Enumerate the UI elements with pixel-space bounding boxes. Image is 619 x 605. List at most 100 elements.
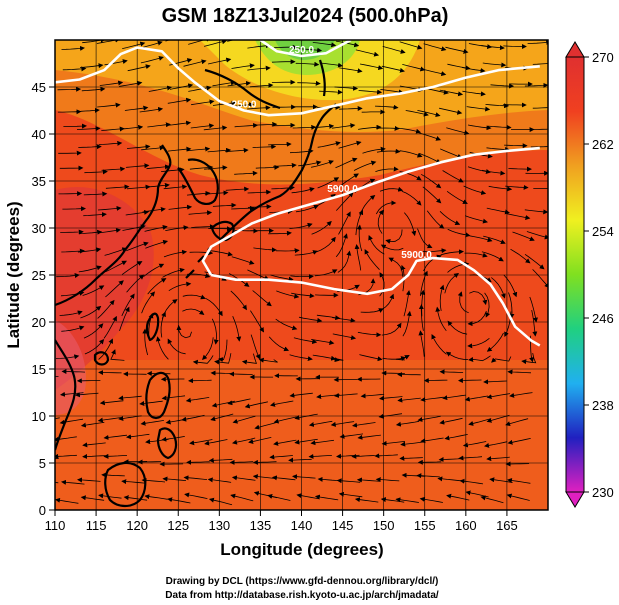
streamline — [292, 474, 316, 480]
streamline — [204, 165, 228, 171]
streamline — [364, 249, 380, 270]
streamline — [147, 278, 167, 295]
contour-label: 5900.0 — [327, 184, 358, 195]
y-tick-label: 15 — [32, 362, 46, 377]
streamline — [82, 442, 106, 448]
streamline — [423, 43, 447, 52]
streamline — [147, 122, 171, 128]
streamline — [426, 210, 445, 229]
streamline — [61, 479, 85, 485]
streamline — [336, 478, 361, 484]
streamline — [232, 316, 242, 342]
streamline — [249, 82, 274, 88]
streamline — [163, 249, 188, 258]
streamline — [506, 493, 530, 501]
streamline — [288, 457, 312, 463]
streamline — [61, 325, 85, 332]
streamline — [211, 318, 219, 345]
streamline — [78, 229, 103, 235]
streamline — [399, 455, 423, 461]
streamline — [359, 63, 384, 71]
streamline — [162, 476, 187, 482]
streamline — [105, 260, 127, 273]
streamline — [298, 47, 323, 53]
colorbar-tick-label: 262 — [592, 137, 614, 152]
streamline — [446, 190, 468, 204]
streamline — [62, 206, 86, 212]
streamline — [99, 400, 124, 406]
streamline — [295, 61, 320, 67]
streamline — [78, 144, 102, 150]
chart-title: GSM 18Z13Jul2024 (500.0hPa) — [162, 5, 449, 27]
streamline — [458, 455, 483, 461]
streamline — [354, 244, 362, 271]
streamline — [167, 120, 192, 126]
streamline — [397, 127, 422, 134]
streamline — [374, 453, 398, 459]
streamline — [55, 354, 80, 360]
streamline — [231, 63, 255, 69]
streamline — [165, 225, 189, 231]
x-tick-label: 150 — [373, 518, 395, 533]
streamline — [462, 90, 486, 97]
streamline — [507, 369, 532, 375]
streamline — [63, 123, 87, 129]
streamline — [308, 453, 332, 459]
streamline — [103, 453, 128, 459]
streamline — [97, 227, 121, 234]
streamline — [422, 186, 442, 204]
y-tick-label: 10 — [32, 409, 46, 424]
streamline — [119, 80, 143, 87]
streamline — [250, 310, 265, 333]
streamline — [481, 251, 504, 262]
streamline — [484, 292, 491, 318]
streamline — [417, 110, 441, 118]
streamline — [82, 285, 105, 296]
streamline — [146, 164, 170, 170]
x-tick-label: 160 — [455, 518, 477, 533]
streamline — [253, 247, 277, 253]
streamline — [486, 207, 510, 215]
colorbar-tick-label: 270 — [592, 50, 614, 65]
streamline — [161, 299, 178, 319]
streamline — [375, 200, 397, 215]
coastline-taiwan — [145, 312, 160, 342]
streamline — [298, 316, 323, 323]
streamline — [207, 477, 232, 483]
streamline — [82, 454, 106, 460]
streamline — [311, 220, 332, 235]
coastline-russia — [204, 68, 281, 110]
streamline — [381, 370, 405, 376]
streamline — [32, 493, 54, 497]
y-tick-label: 5 — [39, 456, 46, 471]
streamline — [419, 270, 428, 297]
streamline — [119, 124, 144, 130]
streamline — [457, 291, 469, 314]
streamline — [142, 328, 148, 356]
streamline — [59, 310, 83, 316]
streamline — [203, 40, 228, 47]
streamline — [381, 65, 405, 73]
streamline — [268, 336, 290, 352]
x-tick-label: 140 — [291, 518, 313, 533]
coastline-indochina — [55, 339, 77, 451]
streamline — [418, 330, 425, 357]
streamline — [79, 63, 104, 69]
streamline — [225, 186, 250, 192]
streamline — [486, 456, 510, 462]
streamline — [438, 457, 463, 463]
streamline — [140, 55, 164, 64]
streamline — [122, 41, 146, 49]
streamline — [469, 235, 493, 243]
streamline — [423, 378, 448, 384]
streamline — [77, 247, 102, 253]
colorbar-bottom-arrow — [565, 491, 585, 508]
streamline — [61, 45, 85, 51]
streamline — [145, 239, 169, 249]
streamline — [378, 413, 403, 419]
streamline — [439, 211, 461, 226]
streamline — [103, 434, 128, 440]
contour-line — [210, 256, 541, 347]
streamline — [314, 494, 339, 501]
